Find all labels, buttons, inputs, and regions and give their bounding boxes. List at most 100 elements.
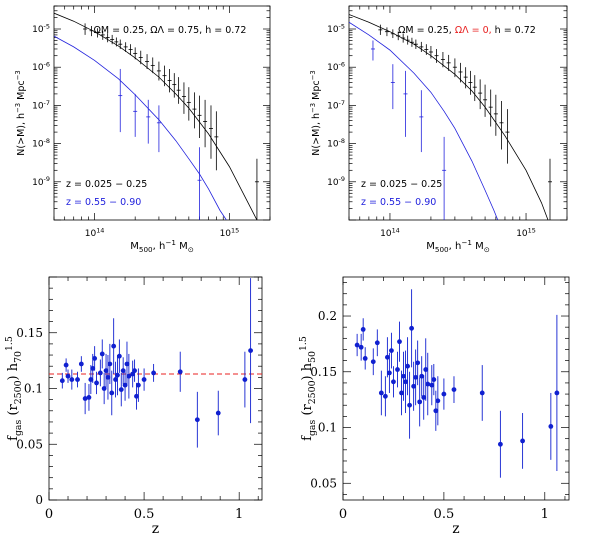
y-tick-label: 10-6 bbox=[32, 61, 50, 74]
data-point bbox=[435, 398, 441, 404]
y-tick-label: 10-5 bbox=[32, 22, 50, 35]
data-point bbox=[111, 343, 117, 349]
data-point bbox=[132, 368, 137, 374]
plot-frame bbox=[48, 276, 263, 501]
data-point bbox=[109, 390, 115, 396]
data-point bbox=[105, 374, 111, 380]
model-curve bbox=[349, 21, 499, 220]
data-point bbox=[425, 381, 431, 387]
data-point bbox=[403, 379, 408, 385]
x-tick-label: 1014 bbox=[85, 226, 105, 239]
data-point bbox=[248, 348, 253, 353]
data-point bbox=[126, 373, 132, 379]
legend-entry: z = 0.025 − 0.25 bbox=[66, 179, 147, 190]
model-curve bbox=[54, 12, 258, 220]
data-point bbox=[409, 325, 415, 331]
data-point bbox=[421, 395, 427, 400]
x-axis-label: M500, h−1 M⊙ bbox=[426, 238, 490, 254]
x-tick-label: 1015 bbox=[220, 226, 240, 239]
data-point bbox=[177, 369, 183, 375]
x-axis-label: z bbox=[452, 521, 459, 537]
series-layer bbox=[354, 289, 560, 478]
x-axis-label: z bbox=[152, 521, 159, 537]
data-point bbox=[411, 383, 417, 389]
data-point bbox=[65, 373, 71, 379]
data-point bbox=[413, 374, 419, 380]
y-tick-label: 10-8 bbox=[327, 137, 345, 150]
data-point bbox=[387, 370, 392, 376]
data-point bbox=[397, 339, 402, 345]
y-tick-label: 0 bbox=[35, 493, 43, 507]
cosmology-caption: ΩM = 0.25, ΩΛ = 0, h = 0.72 bbox=[398, 25, 536, 36]
x-tick-label: 1 bbox=[541, 507, 549, 522]
data-point bbox=[63, 362, 69, 368]
data-point bbox=[431, 377, 437, 382]
data-point bbox=[124, 361, 130, 367]
y-axis-label: N(>M), h−3 Mpc−3 bbox=[14, 70, 27, 155]
plot-frame bbox=[342, 276, 570, 501]
data-point bbox=[88, 377, 94, 382]
cosmology-caption-part: ΩM = 0.25, bbox=[94, 25, 148, 36]
data-point bbox=[94, 380, 99, 386]
data-point bbox=[134, 393, 139, 399]
plot-frame bbox=[53, 5, 271, 221]
data-point bbox=[520, 438, 525, 444]
data-point bbox=[358, 344, 364, 350]
data-point bbox=[135, 382, 141, 388]
data-point bbox=[382, 393, 388, 399]
data-point bbox=[151, 370, 156, 376]
data-point bbox=[384, 354, 390, 360]
model-curve bbox=[54, 35, 227, 220]
series-layer bbox=[349, 14, 552, 220]
fgas-panel-1: 0 0.5 1 0 0.05 0.1 0.15 z fgas (r2500) h701.5 bbox=[4, 276, 263, 537]
y-tick-label: 0.2 bbox=[318, 309, 337, 323]
cosmology-caption-part: ΩΛ = 0, bbox=[452, 25, 492, 36]
data-point bbox=[405, 363, 410, 369]
data-point bbox=[378, 390, 384, 396]
data-point bbox=[82, 396, 88, 401]
mass-function-panel-2: 1014 1015 10-5 10-6 10-7 10-8 10-9 M500, h−1 M⊙… bbox=[309, 5, 568, 254]
y-tick-label: 0.1 bbox=[318, 421, 337, 435]
data-point bbox=[395, 367, 400, 372]
data-point bbox=[391, 379, 396, 385]
y-tick-label: 0.05 bbox=[16, 437, 43, 451]
y-tick-label: 10-7 bbox=[32, 99, 50, 112]
x-tick-label: 0.5 bbox=[434, 507, 455, 522]
data-point bbox=[360, 327, 366, 332]
data-point bbox=[389, 348, 394, 353]
data-point bbox=[59, 378, 65, 384]
y-axis-label: fgas (r2500) h701.5 bbox=[4, 336, 24, 441]
data-point bbox=[107, 361, 113, 367]
data-point bbox=[479, 390, 485, 396]
data-point bbox=[122, 382, 128, 388]
data-point bbox=[242, 377, 248, 382]
data-point bbox=[101, 386, 107, 391]
data-point bbox=[399, 390, 404, 396]
data-point bbox=[497, 441, 503, 447]
cosmology-caption: ΩM = 0.25, ΩΛ = 0.75, h = 0.72 bbox=[94, 25, 247, 36]
data-point bbox=[113, 377, 118, 382]
data-point bbox=[451, 387, 457, 393]
x-axis-label: M500, h−1 M⊙ bbox=[130, 238, 194, 254]
y-axis-label: fgas (r2500) h501.5 bbox=[298, 336, 318, 441]
y-tick-label: 0.1 bbox=[24, 382, 43, 396]
y-tick-label: 10-5 bbox=[327, 22, 345, 35]
data-point bbox=[141, 377, 147, 382]
data-point bbox=[415, 360, 421, 366]
data-point bbox=[423, 367, 429, 372]
data-point bbox=[69, 377, 75, 382]
data-point bbox=[194, 417, 200, 423]
data-point bbox=[374, 340, 380, 346]
data-point bbox=[90, 366, 96, 371]
y-tick-label: 10-6 bbox=[327, 61, 345, 74]
data-point bbox=[118, 387, 124, 393]
y-tick-label: 10-9 bbox=[32, 175, 50, 188]
data-point bbox=[99, 351, 105, 357]
cosmology-caption-part: ΩM = 0.25, bbox=[398, 25, 452, 36]
data-point bbox=[370, 359, 376, 365]
data-point bbox=[429, 382, 435, 388]
data-point bbox=[433, 408, 439, 414]
cosmology-caption-part: h = 0.72 bbox=[492, 25, 536, 36]
legend-entry: z = 0.025 − 0.25 bbox=[361, 179, 442, 190]
